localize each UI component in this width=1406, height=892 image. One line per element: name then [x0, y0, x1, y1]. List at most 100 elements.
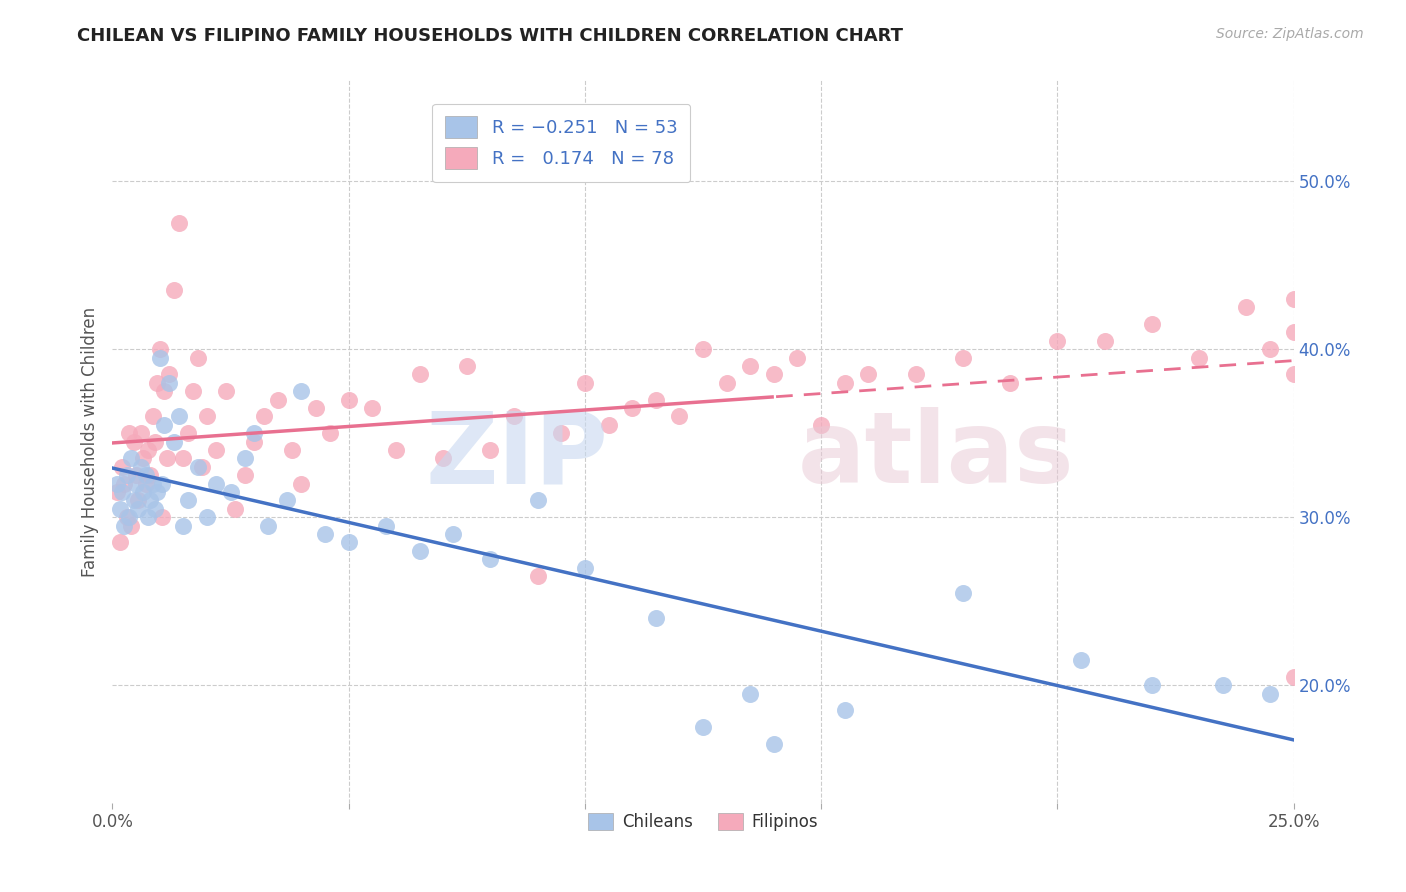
Point	[1282, 670, 1305, 684]
Point	[122, 493, 145, 508]
Point	[167, 409, 190, 424]
Text: atlas: atlas	[797, 408, 1074, 505]
Point	[281, 442, 304, 457]
Point	[163, 434, 186, 449]
Point	[243, 426, 266, 441]
Point	[105, 485, 128, 500]
Point	[904, 368, 927, 382]
Point	[858, 368, 880, 382]
Point	[205, 442, 228, 457]
Point	[233, 451, 256, 466]
Point	[786, 351, 808, 365]
Point	[1188, 351, 1211, 365]
Point	[574, 376, 596, 390]
Point	[574, 560, 596, 574]
Point	[132, 451, 155, 466]
Point	[526, 493, 548, 508]
Point	[479, 552, 502, 566]
Point	[125, 468, 148, 483]
Point	[122, 434, 145, 449]
Point	[503, 409, 526, 424]
Point	[408, 368, 430, 382]
Point	[132, 485, 155, 500]
Point	[120, 451, 142, 466]
Point	[115, 510, 138, 524]
Point	[253, 409, 276, 424]
Point	[118, 426, 141, 441]
Point	[136, 442, 159, 457]
Point	[157, 376, 180, 390]
Point	[142, 476, 165, 491]
Point	[692, 342, 714, 356]
Point	[740, 359, 762, 373]
Point	[219, 485, 242, 500]
Point	[153, 384, 176, 398]
Text: CHILEAN VS FILIPINO FAMILY HOUSEHOLDS WITH CHILDREN CORRELATION CHART: CHILEAN VS FILIPINO FAMILY HOUSEHOLDS WI…	[77, 27, 903, 45]
Point	[304, 401, 326, 415]
Point	[108, 535, 131, 549]
Point	[139, 468, 162, 483]
Point	[149, 351, 172, 365]
Point	[621, 401, 644, 415]
Point	[177, 493, 200, 508]
Point	[156, 451, 179, 466]
Point	[1282, 292, 1305, 306]
Point	[267, 392, 290, 407]
Point	[233, 468, 256, 483]
Point	[120, 518, 142, 533]
Point	[668, 409, 690, 424]
Text: ZIP: ZIP	[426, 408, 609, 505]
Point	[337, 535, 360, 549]
Point	[153, 417, 176, 432]
Point	[644, 611, 666, 625]
Point	[1258, 342, 1281, 356]
Point	[257, 518, 280, 533]
Point	[834, 703, 856, 717]
Point	[135, 476, 157, 491]
Point	[716, 376, 738, 390]
Point	[1046, 334, 1069, 348]
Point	[361, 401, 384, 415]
Point	[644, 392, 666, 407]
Point	[834, 376, 856, 390]
Point	[127, 493, 149, 508]
Point	[136, 510, 159, 524]
Point	[111, 485, 134, 500]
Point	[810, 417, 832, 432]
Point	[1234, 300, 1257, 314]
Point	[762, 368, 785, 382]
Point	[143, 501, 166, 516]
Point	[479, 442, 502, 457]
Point	[195, 510, 218, 524]
Point	[172, 451, 194, 466]
Point	[1070, 653, 1092, 667]
Point	[139, 493, 162, 508]
Point	[112, 518, 135, 533]
Point	[142, 409, 165, 424]
Point	[163, 283, 186, 297]
Point	[108, 501, 131, 516]
Point	[952, 351, 974, 365]
Legend: Chileans, Filipinos: Chileans, Filipinos	[582, 806, 824, 838]
Point	[125, 476, 148, 491]
Point	[135, 468, 157, 483]
Point	[243, 434, 266, 449]
Point	[172, 518, 194, 533]
Point	[550, 426, 572, 441]
Point	[375, 518, 398, 533]
Point	[195, 409, 218, 424]
Point	[1258, 687, 1281, 701]
Point	[111, 459, 134, 474]
Point	[157, 368, 180, 382]
Point	[526, 569, 548, 583]
Point	[998, 376, 1021, 390]
Point	[129, 459, 152, 474]
Point	[150, 510, 173, 524]
Point	[146, 376, 169, 390]
Point	[290, 476, 312, 491]
Point	[319, 426, 342, 441]
Point	[337, 392, 360, 407]
Point	[118, 510, 141, 524]
Point	[224, 501, 246, 516]
Point	[186, 351, 208, 365]
